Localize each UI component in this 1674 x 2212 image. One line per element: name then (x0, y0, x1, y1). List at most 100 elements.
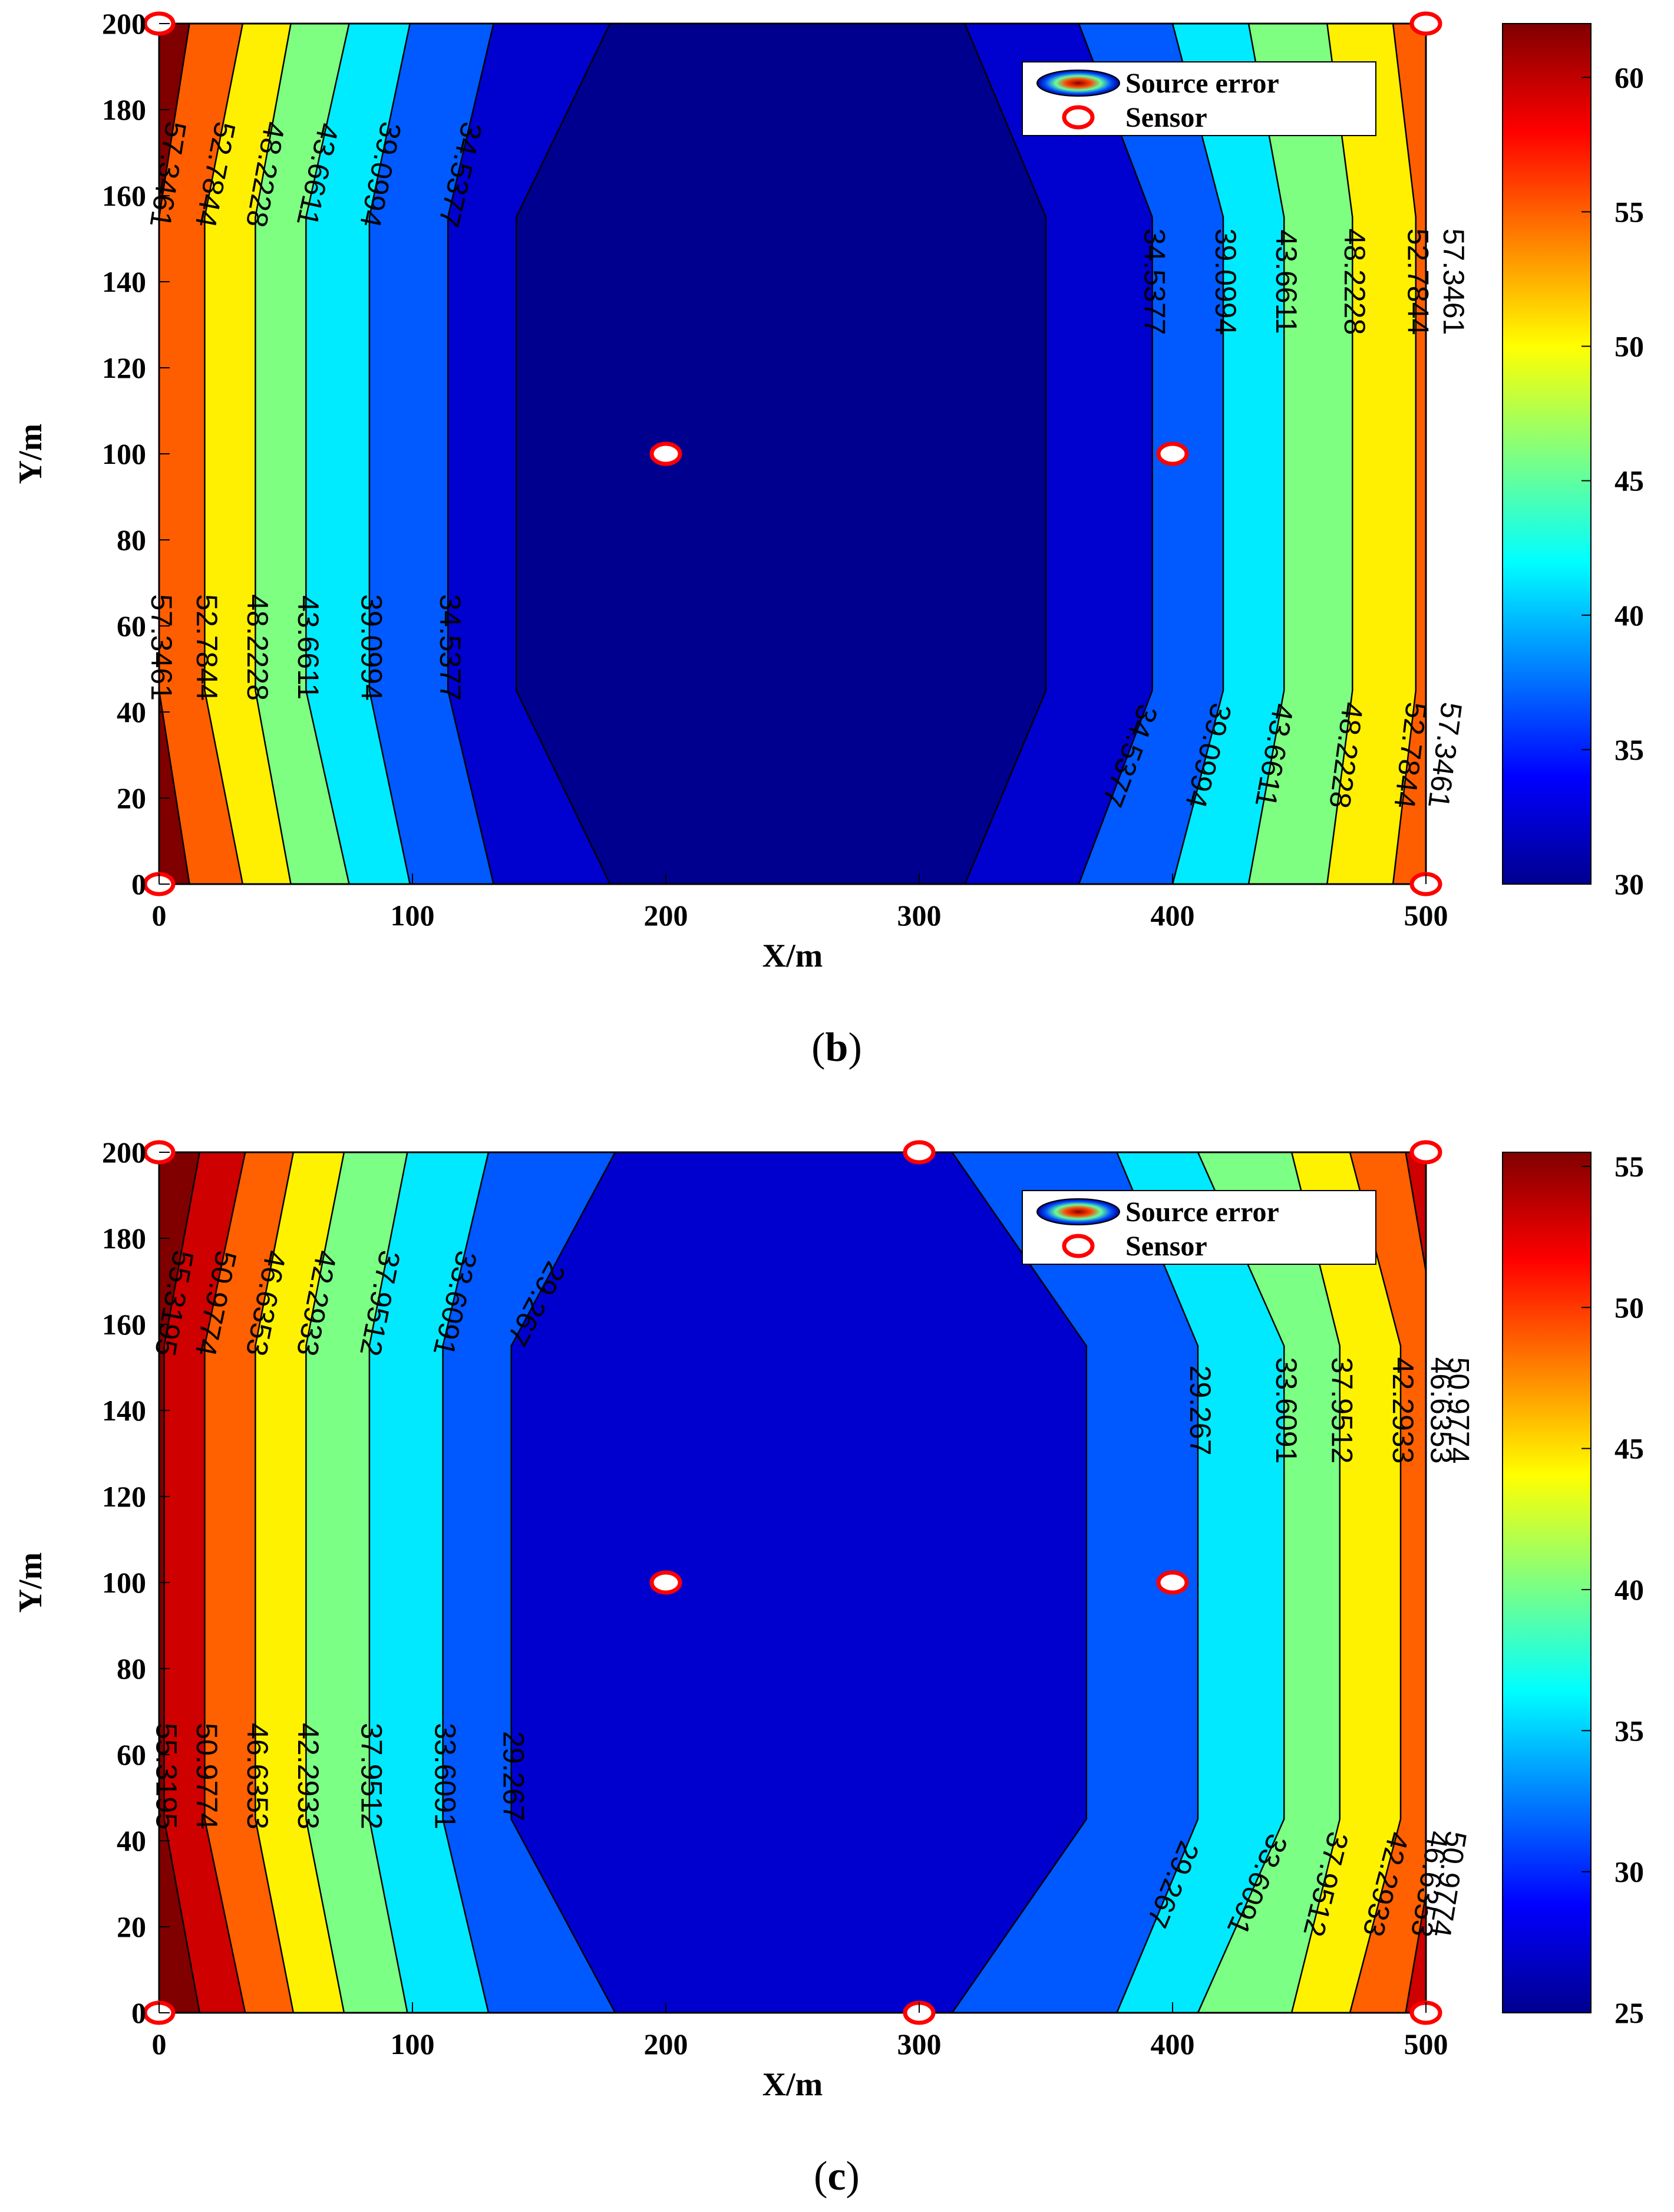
legend-source-error: Source error (1125, 1196, 1279, 1228)
x-axis-label: X/m (762, 938, 823, 974)
contour-label-left-bottom: 33.6091 (428, 1723, 461, 1829)
x-tick-label: 300 (897, 899, 942, 932)
sensor-legend-icon (1062, 1234, 1095, 1258)
x-tick-label: 500 (1404, 899, 1448, 932)
colorbar-tick-label: 25 (1614, 1996, 1644, 2029)
sensor-marker (1156, 441, 1189, 466)
y-tick-label: 40 (117, 1824, 146, 1857)
colorbar: 25 30 35 40 45 50 55 (1502, 1150, 1644, 2029)
x-axis-ticks: 0 100 200 300 400 500 (152, 2002, 1448, 2061)
contour-label-left-bottom: 42.2933 (292, 1723, 325, 1829)
x-tick-label: 0 (152, 899, 167, 932)
contour-band (516, 24, 1047, 884)
y-tick-label: 0 (131, 1996, 146, 2029)
y-tick-label: 20 (117, 1910, 146, 1943)
y-tick-label: 100 (102, 437, 146, 470)
sensor-markers (143, 1140, 1442, 2025)
sensor-marker (649, 441, 682, 466)
contour-label-left-bottom: 57.3461 (145, 594, 178, 701)
x-tick-label: 500 (1404, 2028, 1448, 2061)
y-axis-ticks: 0 20 40 60 80 100 120 140 160 180 200 (102, 1136, 170, 2029)
y-axis-label: Y/m (12, 424, 49, 484)
x-tick-label: 400 (1151, 2028, 1195, 2061)
y-tick-label: 120 (102, 1480, 146, 1513)
contour-panel-c: 55.319555.319550.977450.977450.977450.97… (12, 1136, 1644, 2199)
sensor-marker (1156, 1570, 1189, 1595)
colorbar-tick-label: 45 (1614, 1432, 1644, 1465)
contour-panel-b: 57.346157.346157.346157.346152.784452.78… (12, 7, 1644, 1070)
x-tick-label: 300 (897, 2028, 942, 2061)
x-axis-label: X/m (762, 2066, 823, 2103)
y-tick-label: 180 (102, 93, 146, 126)
y-tick-label: 140 (102, 1394, 146, 1427)
legend-source-error: Source error (1125, 68, 1279, 99)
panel-letter: c (827, 2154, 846, 2199)
contour-label-right-top: 57.3461 (1437, 229, 1470, 335)
contour-plot-area (158, 22, 1427, 885)
contour-label-right-top: 37.9512 (1326, 1357, 1359, 1464)
contour-fill-group (159, 1152, 1426, 2013)
source-error-legend-icon (1036, 70, 1120, 97)
y-tick-label: 60 (117, 609, 146, 642)
y-tick-label: 80 (117, 523, 146, 556)
y-tick-label: 200 (102, 1136, 146, 1169)
contour-label-left-bottom: 29.267 (497, 1731, 530, 1821)
x-tick-label: 0 (152, 2028, 167, 2061)
sensor-marker (649, 1570, 682, 1595)
legend-sensor: Sensor (1125, 102, 1207, 133)
contour-label-right-top: 48.2228 (1338, 229, 1371, 335)
x-tick-label: 200 (644, 899, 688, 932)
contour-band (510, 1152, 1088, 2013)
contour-label-right-top: 33.6091 (1270, 1357, 1303, 1464)
contour-label-right-top: 42.2933 (1386, 1357, 1419, 1464)
contour-label-right-top: 29.267 (1184, 1366, 1217, 1456)
colorbar-gradient (1502, 1152, 1592, 2013)
contour-label-left-bottom: 50.9774 (190, 1723, 223, 1829)
colorbar-tick-label: 60 (1614, 61, 1644, 94)
sensor-marker (1409, 1140, 1442, 1165)
contour-label-left-bottom: 52.7844 (190, 594, 223, 701)
colorbar: 30 35 40 45 50 55 60 (1502, 23, 1644, 901)
colorbar-ticks: 30 35 40 45 50 55 60 (1581, 61, 1644, 901)
y-tick-label: 20 (117, 782, 146, 815)
y-tick-label: 80 (117, 1652, 146, 1685)
colorbar-tick-label: 50 (1614, 330, 1644, 363)
contour-label-right-top: 46.6353 (1424, 1357, 1457, 1464)
sensor-legend-icon (1062, 105, 1095, 130)
x-axis-ticks: 0 100 200 300 400 500 (152, 873, 1448, 932)
y-tick-label: 0 (131, 868, 146, 901)
colorbar-tick-label: 30 (1614, 1855, 1644, 1888)
x-tick-label: 100 (391, 899, 435, 932)
colorbar-tick-label: 40 (1614, 599, 1644, 632)
colorbar-tick-label: 30 (1614, 868, 1644, 901)
y-axis-ticks: 0 20 40 60 80 100 120 140 160 180 200 (102, 7, 170, 901)
colorbar-tick-label: 35 (1614, 1714, 1644, 1747)
sensor-marker (1409, 11, 1442, 36)
y-tick-label: 100 (102, 1566, 146, 1599)
contour-label-right-top: 52.7844 (1402, 229, 1435, 335)
colorbar-tick-label: 50 (1614, 1291, 1644, 1324)
contour-label-left-bottom: 43.6611 (292, 595, 325, 700)
contour-label-right-top: 50.9774 (1442, 1357, 1475, 1464)
colorbar-tick-label: 55 (1614, 195, 1644, 228)
y-tick-label: 140 (102, 265, 146, 298)
contour-label-left-bottom: 39.0994 (355, 594, 388, 701)
y-tick-label: 60 (117, 1738, 146, 1771)
legend-sensor: Sensor (1125, 1231, 1207, 1262)
y-tick-label: 200 (102, 7, 146, 40)
contour-label-right-top: 43.6611 (1270, 229, 1303, 334)
legend: Source error Sensor (1022, 1190, 1376, 1265)
contour-label-left-bottom: 46.6353 (241, 1723, 274, 1829)
colorbar-tick-label: 45 (1614, 464, 1644, 497)
sensor-marker (903, 1140, 936, 1165)
colorbar-gradient (1502, 23, 1592, 885)
source-error-legend-icon (1036, 1198, 1120, 1225)
contour-label-right-top: 34.5377 (1138, 229, 1171, 335)
x-tick-label: 100 (391, 2028, 435, 2061)
panel-caption: (b) (811, 1025, 862, 1070)
x-tick-label: 200 (644, 2028, 688, 2061)
y-tick-label: 160 (102, 1308, 146, 1341)
contour-label-left-bottom: 34.5377 (434, 594, 467, 701)
x-tick-label: 400 (1151, 899, 1195, 932)
